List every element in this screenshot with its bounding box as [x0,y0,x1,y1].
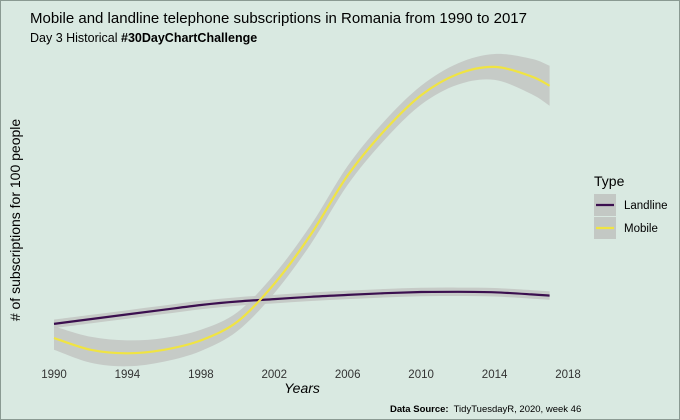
x-axis-ticks: 1990 1994 1998 2002 2006 2010 2014 2018 [41,369,581,381]
band-mobile [54,53,550,367]
caption: Data Source: TidyTuesdayR, 2020, week 46 [390,404,581,415]
chart-title: Mobile and landline telephone subscripti… [30,10,527,27]
y-axis-title: # of subscriptions for 100 people [7,119,23,322]
legend: Type Landline Mobile [594,173,667,239]
subtitle-prefix: Day 3 Historical [30,31,121,45]
line-landline [53,290,550,325]
band-landline [54,287,550,329]
x-tick-label: 1990 [41,369,67,381]
x-tick-label: 1994 [115,369,141,381]
subtitle-hashtag: #30DayChartChallenge [121,31,257,45]
confidence-bands [54,53,550,367]
chart-subtitle: Day 3 Historical #30DayChartChallenge [30,31,257,45]
x-tick-label: 1998 [188,369,214,381]
x-tick-label: 2018 [555,369,581,381]
x-tick-label: 2010 [408,369,434,381]
series-lines [53,65,551,355]
caption-text: TidyTuesdayR, 2020, week 46 [454,404,582,415]
line-mobile [53,65,551,355]
x-tick-label: 2014 [482,369,508,381]
caption-label: Data Source: [390,404,449,415]
x-axis-title: Years [284,380,320,396]
x-tick-label: 2006 [335,369,361,381]
x-tick-label: 2002 [262,369,288,381]
legend-label-landline: Landline [624,200,667,212]
legend-label-mobile: Mobile [624,223,658,235]
legend-title: Type [594,173,625,189]
